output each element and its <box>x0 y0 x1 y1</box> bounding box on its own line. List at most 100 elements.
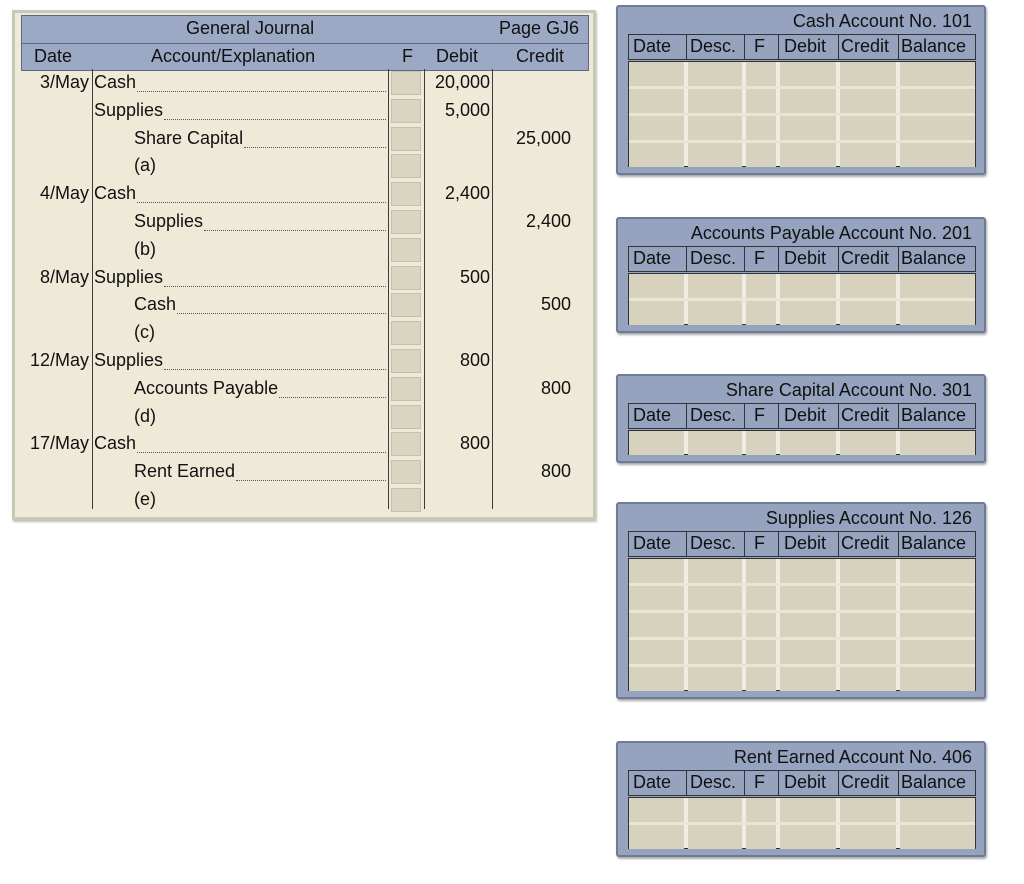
folio-cell[interactable] <box>391 154 421 179</box>
ledger-cell-debit[interactable] <box>780 116 836 140</box>
ledger-cell-balance[interactable] <box>900 301 975 325</box>
folio-cell[interactable] <box>391 126 421 151</box>
ledger-cell-credit[interactable] <box>840 798 896 822</box>
ledger-cell-date[interactable] <box>629 274 684 298</box>
ledger-cell-credit[interactable] <box>840 667 896 691</box>
folio-cell[interactable] <box>391 237 421 262</box>
ledger-cell-f[interactable] <box>746 613 776 637</box>
ledger-cell-date[interactable] <box>629 62 684 86</box>
ledger-cell-desc[interactable] <box>688 116 742 140</box>
ledger-cell-f[interactable] <box>746 825 776 849</box>
ledger-cell-balance[interactable] <box>900 559 975 583</box>
ledger-cell-credit[interactable] <box>840 62 896 86</box>
ledger-cell-debit[interactable] <box>780 143 836 167</box>
ledger-cell-date[interactable] <box>629 89 684 113</box>
ledger-cell-credit[interactable] <box>840 116 896 140</box>
ledger-cell-desc[interactable] <box>688 89 742 113</box>
ledger-cell-debit[interactable] <box>780 613 836 637</box>
ledger-cell-desc[interactable] <box>688 667 742 691</box>
folio-cell[interactable] <box>391 460 421 485</box>
ledger-cell-balance[interactable] <box>900 586 975 610</box>
ledger-cell-f[interactable] <box>746 274 776 298</box>
ledger-cell-desc[interactable] <box>688 586 742 610</box>
ledger-cell-f[interactable] <box>746 798 776 822</box>
folio-cell[interactable] <box>391 293 421 318</box>
ledger-cell-credit[interactable] <box>840 559 896 583</box>
folio-cell[interactable] <box>391 98 421 123</box>
ledger-cell-balance[interactable] <box>900 825 975 849</box>
ledger-cell-credit[interactable] <box>840 143 896 167</box>
ledger-cell-date[interactable] <box>629 667 684 691</box>
ledger-cell-date[interactable] <box>629 825 684 849</box>
ledger-cell-desc[interactable] <box>688 613 742 637</box>
ledger-cell-desc[interactable] <box>688 559 742 583</box>
ledger-cell-f[interactable] <box>746 586 776 610</box>
ledger-cell-f[interactable] <box>746 143 776 167</box>
ledger-cell-balance[interactable] <box>900 798 975 822</box>
folio-cell[interactable] <box>391 210 421 234</box>
ledger-cell-f[interactable] <box>746 62 776 86</box>
folio-cell[interactable] <box>391 432 421 457</box>
ledger-cell-date[interactable] <box>629 431 684 455</box>
ledger-cell-date[interactable] <box>629 613 684 637</box>
ledger-cell-debit[interactable] <box>780 301 836 325</box>
folio-cell[interactable] <box>391 376 421 401</box>
ledger-cell-debit[interactable] <box>780 62 836 86</box>
ledger-cell-balance[interactable] <box>900 613 975 637</box>
ledger-cell-f[interactable] <box>746 667 776 691</box>
ledger-cell-date[interactable] <box>629 798 684 822</box>
ledger-cell-debit[interactable] <box>780 798 836 822</box>
ledger-cell-credit[interactable] <box>840 431 896 455</box>
ledger-cell-date[interactable] <box>629 586 684 610</box>
ledger-cell-balance[interactable] <box>900 640 975 664</box>
ledger-cell-f[interactable] <box>746 301 776 325</box>
ledger-cell-debit[interactable] <box>780 559 836 583</box>
ledger-cell-credit[interactable] <box>840 274 896 298</box>
folio-cell[interactable] <box>391 321 421 346</box>
ledger-cell-credit[interactable] <box>840 301 896 325</box>
ledger-cell-credit[interactable] <box>840 825 896 849</box>
ledger-cell-debit[interactable] <box>780 89 836 113</box>
ledger-cell-f[interactable] <box>746 116 776 140</box>
folio-cell[interactable] <box>391 71 421 95</box>
ledger-cell-debit[interactable] <box>780 825 836 849</box>
ledger-cell-balance[interactable] <box>900 143 975 167</box>
ledger-cell-debit[interactable] <box>780 586 836 610</box>
ledger-cell-desc[interactable] <box>688 143 742 167</box>
ledger-cell-balance[interactable] <box>900 431 975 455</box>
ledger-cell-credit[interactable] <box>840 586 896 610</box>
ledger-cell-desc[interactable] <box>688 798 742 822</box>
ledger-cell-f[interactable] <box>746 559 776 583</box>
ledger-cell-credit[interactable] <box>840 89 896 113</box>
ledger-cell-debit[interactable] <box>780 667 836 691</box>
ledger-cell-date[interactable] <box>629 116 684 140</box>
ledger-cell-desc[interactable] <box>688 301 742 325</box>
ledger-cell-date[interactable] <box>629 640 684 664</box>
ledger-cell-balance[interactable] <box>900 89 975 113</box>
ledger-cell-desc[interactable] <box>688 431 742 455</box>
ledger-cell-desc[interactable] <box>688 825 742 849</box>
folio-cell[interactable] <box>391 265 421 290</box>
ledger-cell-credit[interactable] <box>840 640 896 664</box>
ledger-cell-balance[interactable] <box>900 667 975 691</box>
ledger-cell-credit[interactable] <box>840 613 896 637</box>
folio-cell[interactable] <box>391 488 421 512</box>
ledger-cell-f[interactable] <box>746 640 776 664</box>
ledger-cell-balance[interactable] <box>900 62 975 86</box>
folio-cell[interactable] <box>391 404 421 429</box>
ledger-cell-date[interactable] <box>629 143 684 167</box>
ledger-cell-desc[interactable] <box>688 274 742 298</box>
folio-cell[interactable] <box>391 182 421 207</box>
ledger-cell-debit[interactable] <box>780 640 836 664</box>
ledger-cell-date[interactable] <box>629 301 684 325</box>
ledger-cell-f[interactable] <box>746 89 776 113</box>
ledger-cell-date[interactable] <box>629 559 684 583</box>
ledger-cell-debit[interactable] <box>780 431 836 455</box>
ledger-cell-desc[interactable] <box>688 640 742 664</box>
ledger-cell-balance[interactable] <box>900 116 975 140</box>
ledger-cell-balance[interactable] <box>900 274 975 298</box>
ledger-cell-debit[interactable] <box>780 274 836 298</box>
folio-cell[interactable] <box>391 349 421 373</box>
ledger-cell-desc[interactable] <box>688 62 742 86</box>
ledger-cell-f[interactable] <box>746 431 776 455</box>
